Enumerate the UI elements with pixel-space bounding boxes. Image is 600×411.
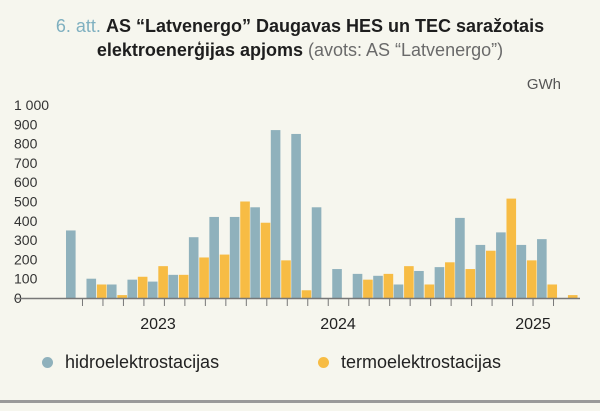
bar-hydro [373,275,383,298]
bar-hydro [332,269,342,298]
figure-number: 6. att. [55,16,101,36]
year-label: 2025 [515,316,551,333]
bar-hydro [209,216,219,298]
bar-thermal [281,260,291,298]
bar-hydro [393,284,404,298]
bar-hydro [229,216,240,298]
y-tick-label: 500 [14,194,38,210]
y-tick-label: 700 [14,155,38,171]
bar-thermal [178,274,189,298]
bar-thermal [445,262,455,298]
bar-thermal [260,222,271,298]
bar-thermal [383,273,394,298]
y-tick-label: 800 [14,136,38,152]
bar-hydro [352,273,363,298]
bar-thermal [96,284,107,298]
bar-thermal [424,284,435,298]
bar-hydro [496,232,506,298]
bar-thermal [137,276,148,298]
bar-hydro [516,244,527,298]
y-tick-label: 400 [14,213,38,229]
bar-hydro [127,279,138,298]
bar-hydro [455,217,465,298]
y-tick-label: 1 000 [14,97,49,113]
legend-thermal-marker [318,357,329,368]
bar-hydro [270,130,281,298]
bar-thermal [547,284,558,298]
bar-hydro [414,270,424,298]
bottom-rule [0,400,600,403]
bar-hydro [250,207,260,298]
bar-hydro [86,278,97,298]
bar-thermal [363,279,373,298]
bar-hydro [434,267,445,298]
bar-hydro [475,244,486,298]
bar-thermal [301,290,312,298]
bar-thermal [526,260,537,298]
bar-hydro [537,239,547,298]
bar-thermal [158,266,168,298]
y-tick-label: 600 [14,174,38,190]
bar-hydro [168,274,178,298]
year-label: 2023 [140,316,176,333]
legend-hydro-marker [42,357,53,368]
bar-hydro [291,133,301,298]
legend-hydro: hidroelektrostacijas [42,352,219,373]
chart-title: 6. att. AS “Latvenergo” Daugavas HES un … [0,14,600,62]
bar-hydro [106,284,117,298]
legend-thermal: termoelektrostacijas [318,352,501,373]
title-line-2: elektroenerģijas apjoms [96,40,303,60]
bar-thermal [199,257,209,298]
bar-thermal [506,198,517,298]
bar-thermal [567,295,578,298]
source-note: (avots: AS “Latvenergo”) [308,40,504,60]
bar-thermal [404,266,414,298]
bar-hydro [147,281,158,298]
y-tick-label: 200 [14,251,38,267]
year-label: 2024 [320,316,356,333]
legend-hydro-label: hidroelektrostacijas [65,352,220,372]
unit-label: GWh [527,76,561,93]
title-line-1: AS “Latvenergo” Daugavas HES un TEC sara… [105,16,545,36]
bar-thermal [465,269,476,298]
legend-thermal-label: termoelektrostacijas [341,352,502,372]
bar-hydro [311,207,322,298]
y-tick-label: 900 [14,116,38,132]
bar-thermal [486,250,496,298]
bar-thermal [117,295,127,298]
bar-thermal [219,254,230,298]
bar-hydro [188,237,199,298]
y-tick-label: 100 [14,271,38,287]
y-tick-label: 300 [14,232,38,248]
bar-thermal [240,201,250,298]
bar-hydro [66,230,76,298]
